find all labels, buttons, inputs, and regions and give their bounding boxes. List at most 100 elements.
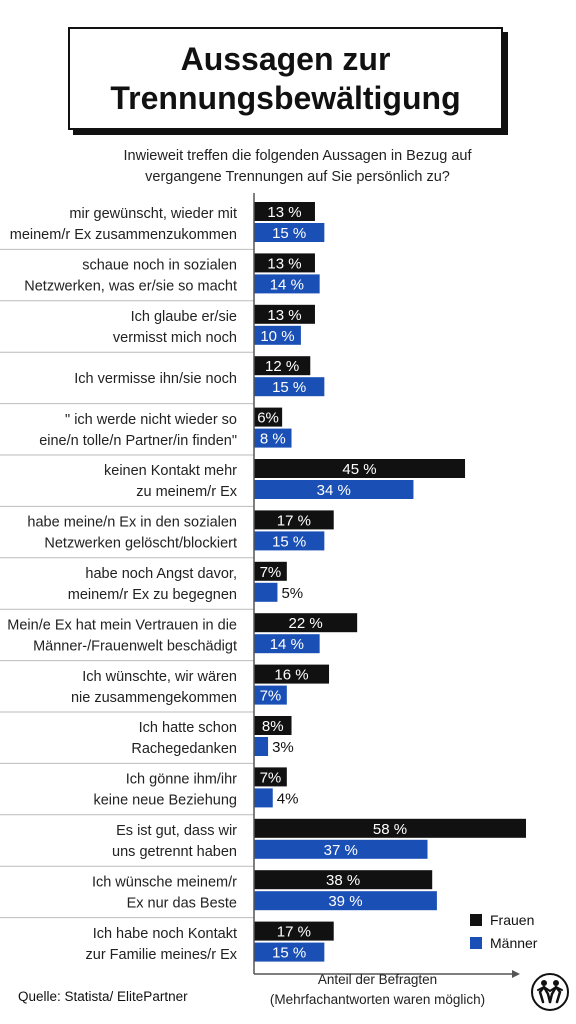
category-label: Ich gönne ihm/ihr [126,772,237,788]
data-label-maenner: 10 % [260,328,294,345]
bar-maenner [254,891,437,911]
bar-maenner [254,428,292,448]
data-label-maenner: 8 % [260,431,286,448]
bar-frauen [254,253,315,273]
data-label-maenner: 34 % [317,482,351,499]
x-axis-arrow-icon [512,970,520,978]
category-label: vermisst mich noch [113,330,237,346]
category-label: keinen Kontakt mehr [104,463,237,479]
title-box: Aussagen zur Trennungsbewältigung [68,27,503,130]
bar-maenner [254,325,301,345]
category-label: zu meinem/r Ex [136,484,237,500]
bar-maenner [254,480,414,499]
bar-frauen [254,716,292,735]
category-label: Es ist gut, dass wir [116,823,237,839]
data-label-frauen: 16 % [274,667,308,684]
bar-frauen [254,613,358,633]
bar-frauen [254,818,526,838]
data-label-maenner: 7% [260,688,282,705]
category-label: meinem/r Ex zusammenzukommen [10,227,237,243]
bar-frauen [254,356,311,376]
category-label: eine/n tolle/n Partner/in finden" [39,433,237,449]
category-label: Männer-/Frauenwelt beschädigt [33,638,237,654]
category-label: Ich glaube er/sie [131,309,237,325]
data-label-maenner: 15 % [272,379,306,396]
data-label-frauen: 13 % [267,307,301,324]
data-label-frauen: 13 % [267,255,301,272]
legend-item-frauen: Frauen [470,908,537,931]
bar-frauen [254,870,433,890]
category-label: Ich wünschte, wir wären [82,669,237,685]
bar-frauen [254,510,334,530]
page-title: Aussagen zur Trennungsbewältigung [110,40,461,116]
category-label: habe meine/n Ex in den sozialen [27,515,237,531]
bar-maenner [254,634,320,654]
bar-frauen [254,304,315,324]
data-label-frauen: 22 % [288,615,322,632]
data-label-maenner: 37 % [324,842,358,859]
category-label: Netzwerken gelöscht/blockiert [44,536,237,552]
data-label-maenner: 15 % [272,225,306,242]
bar-maenner [254,531,325,551]
bar-frauen [254,561,287,581]
category-label: Mein/e Ex hat mein Vertrauen in die [7,617,237,633]
data-label-frauen: 38 % [326,872,360,889]
bar-maenner [254,839,428,859]
data-label-maenner: 39 % [328,893,362,910]
data-label-maenner: 15 % [272,533,306,550]
bar-maenner [254,788,273,808]
bar-frauen [254,407,283,427]
category-label: Ich hatte schon [139,720,237,736]
data-label-frauen: 8% [262,718,284,735]
category-label: " ich werde nicht wieder so [65,412,237,428]
category-label: habe noch Angst davor, [85,566,237,582]
data-label-frauen: 12 % [265,358,299,375]
data-label-maenner: 3% [272,739,294,756]
bar-maenner [254,942,325,962]
category-label: meinem/r Ex zu begegnen [68,587,237,603]
legend-swatch-frauen [470,913,482,926]
bar-maenner [254,377,325,397]
data-label-frauen: 13 % [267,204,301,221]
data-label-maenner: 14 % [270,276,304,293]
category-label: Ich wünsche meinem/r [92,874,237,890]
axis-caption-line2: (Mehrfachantworten waren möglich) [269,992,486,1007]
source-note: Quelle: Statista/ ElitePartner [18,989,188,1004]
category-label: Rachegedanken [131,741,237,757]
data-label-maenner: 15 % [272,945,306,962]
data-label-frauen: 58 % [373,821,407,838]
legend-item-maenner: Männer [470,931,537,954]
category-label: uns getrennt haben [112,844,237,860]
data-label-frauen: 7% [260,564,282,581]
axis-caption-line1: Anteil der Befragten [317,972,438,987]
data-label-maenner: 5% [281,585,303,602]
legend-label-maenner: Männer [490,934,538,951]
category-label: Ex nur das Beste [127,895,237,911]
bar-maenner [254,685,287,705]
bar-maenner [254,737,269,756]
category-label: Ich vermisse ihn/sie noch [74,371,237,387]
category-label: schaue noch in sozialen [82,258,237,274]
bar-frauen [254,664,330,684]
axis-caption: Anteil der Befragten (Mehrfachantworten … [250,970,505,1010]
category-label: Netzwerken, was er/sie so macht [24,279,237,295]
bar-maenner [254,582,278,602]
data-label-frauen: 7% [260,769,282,786]
category-label: mir gewünscht, wieder mit [69,206,237,222]
category-label: keine neue Beziehung [93,793,237,809]
legend-label-frauen: Frauen [490,911,535,928]
data-label-frauen: 6% [257,410,279,427]
data-label-maenner: 4% [277,790,299,807]
category-label: zur Familie meines/r Ex [86,947,238,963]
data-label-frauen: 45 % [342,461,376,478]
legend-swatch-maenner [470,936,482,949]
data-label-frauen: 17 % [277,924,311,941]
bar-frauen [254,921,334,941]
chart-subtitle: Inwieweit treffen die folgenden Aussagen… [123,148,472,185]
bar-frauen [254,202,315,221]
category-label: nie zusammengekommen [71,690,237,706]
data-label-frauen: 17 % [277,512,311,529]
bar-maenner [254,274,320,294]
bar-frauen [254,767,287,787]
